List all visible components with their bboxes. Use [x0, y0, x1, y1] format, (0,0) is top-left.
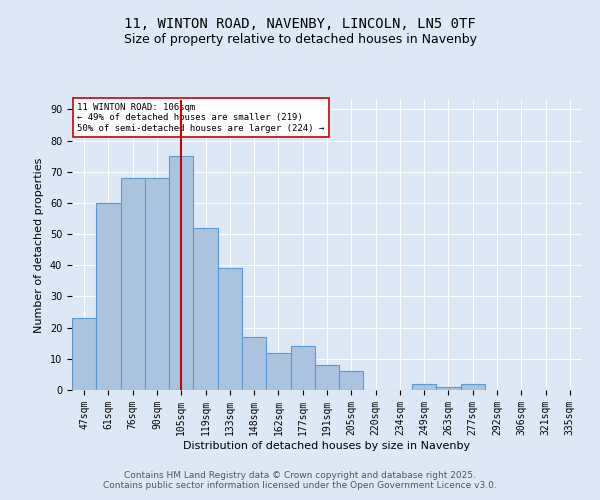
Bar: [242, 337, 266, 390]
Bar: [315, 365, 339, 390]
Bar: [218, 268, 242, 390]
Bar: [461, 384, 485, 390]
Bar: [266, 352, 290, 390]
Text: 11, WINTON ROAD, NAVENBY, LINCOLN, LN5 0TF: 11, WINTON ROAD, NAVENBY, LINCOLN, LN5 0…: [124, 18, 476, 32]
Bar: [121, 178, 145, 390]
Bar: [436, 387, 461, 390]
Bar: [193, 228, 218, 390]
Bar: [96, 203, 121, 390]
Bar: [72, 318, 96, 390]
Text: 11 WINTON ROAD: 106sqm
← 49% of detached houses are smaller (219)
50% of semi-de: 11 WINTON ROAD: 106sqm ← 49% of detached…: [77, 103, 325, 132]
Bar: [145, 178, 169, 390]
Bar: [339, 372, 364, 390]
Bar: [290, 346, 315, 390]
Text: Contains HM Land Registry data © Crown copyright and database right 2025.
Contai: Contains HM Land Registry data © Crown c…: [103, 470, 497, 490]
Bar: [169, 156, 193, 390]
Y-axis label: Number of detached properties: Number of detached properties: [34, 158, 44, 332]
X-axis label: Distribution of detached houses by size in Navenby: Distribution of detached houses by size …: [184, 440, 470, 450]
Text: Size of property relative to detached houses in Navenby: Size of property relative to detached ho…: [124, 32, 476, 46]
Bar: [412, 384, 436, 390]
